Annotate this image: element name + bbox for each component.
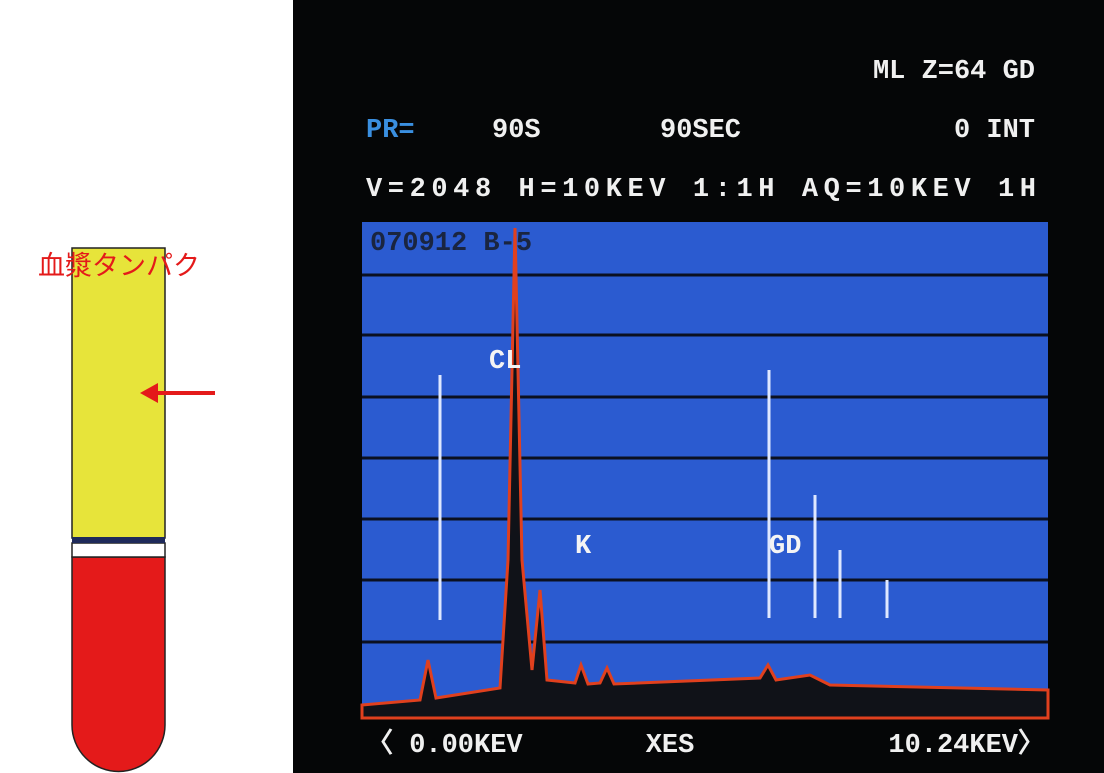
footer-right: 10.24KEV〉: [888, 728, 1045, 761]
header-line: ML Z=64 GD: [873, 57, 1035, 87]
header-line: V=2048 H=10KEV 1:1H AQ=10KEV 1H: [366, 175, 1036, 205]
footer-center: XES: [646, 731, 695, 761]
tube-blood: [72, 557, 165, 772]
plot-area: [362, 222, 1048, 718]
spectrum-screen: 070912 B-5 CL K GD ML Z=64 GD PR= 90S 90…: [293, 0, 1104, 773]
time: 90SEC: [660, 116, 741, 146]
int: 0 INT: [954, 116, 1035, 146]
peak-label: CL: [489, 347, 521, 377]
test-tube: 血漿タンパク: [38, 248, 215, 772]
tube-label: 血漿タンパク: [38, 251, 200, 282]
sample-id: 070912 B-5: [370, 229, 532, 259]
pr-value: 90S: [492, 116, 541, 146]
peak-label: K: [575, 532, 592, 562]
peak-label: GD: [769, 532, 801, 562]
footer-left: 〈 0.00KEV: [366, 728, 523, 761]
tube-separator: [72, 537, 165, 543]
pr-label: PR=: [366, 116, 415, 146]
figure: 血漿タンパク 070912 B-5 CL K GD ML Z=64 GD PR=…: [0, 0, 1104, 773]
tube-buffy-coat: [72, 543, 165, 557]
